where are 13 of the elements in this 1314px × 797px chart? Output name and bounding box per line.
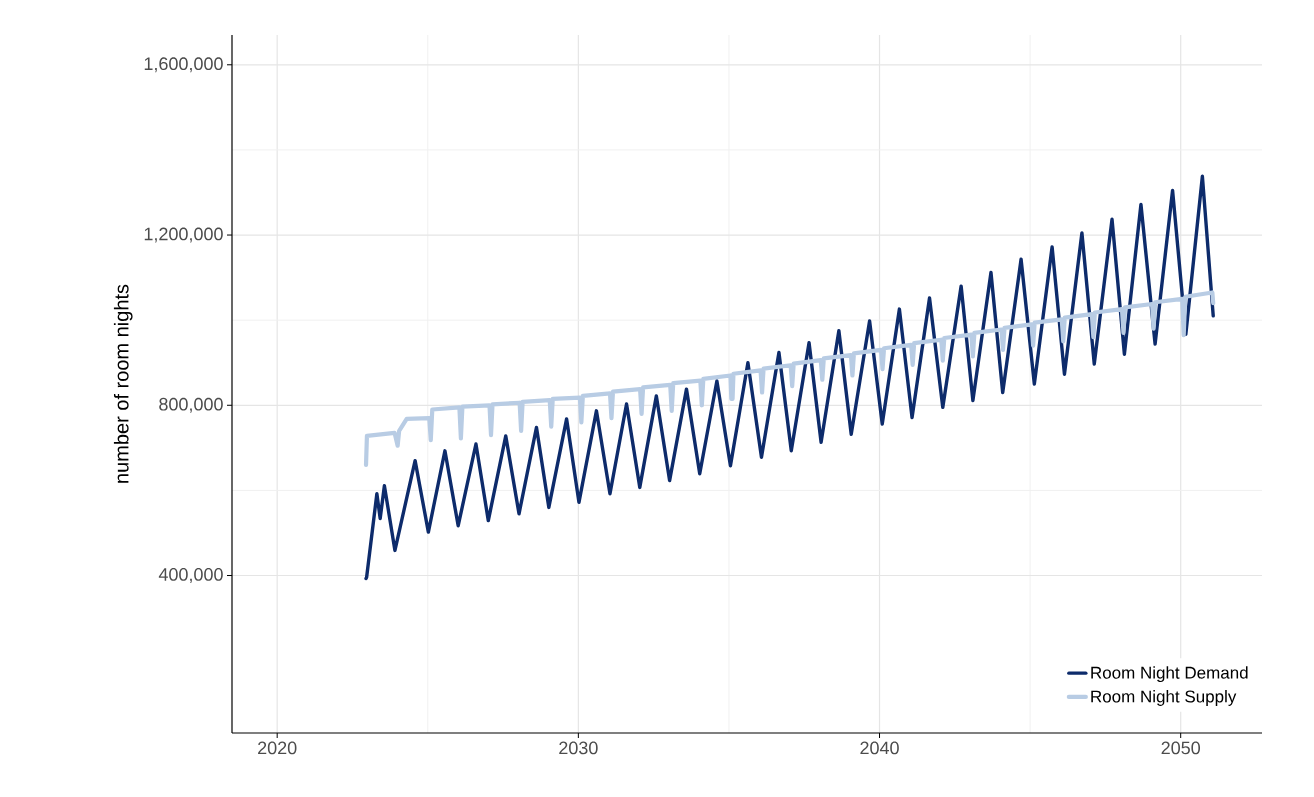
y-tick-label: 400,000 [158, 568, 223, 583]
y-tick-label: 1,200,000 [144, 227, 223, 243]
x-tick-label: 2050 [1161, 741, 1201, 755]
y-tick-label: 1,600,000 [144, 57, 223, 73]
y-axis-title: number of room nights [113, 284, 133, 483]
x-tick-label: 2040 [860, 741, 899, 755]
legend-label: Room Night Supply [1091, 690, 1237, 706]
x-tick-label: 2030 [559, 741, 598, 755]
legend-label: Room Night Demand [1091, 666, 1248, 683]
line-series [363, 290, 1216, 467]
y-tick-label: 800,000 [159, 397, 223, 413]
x-tick-label: 2020 [258, 741, 297, 755]
line-series [364, 174, 1215, 581]
